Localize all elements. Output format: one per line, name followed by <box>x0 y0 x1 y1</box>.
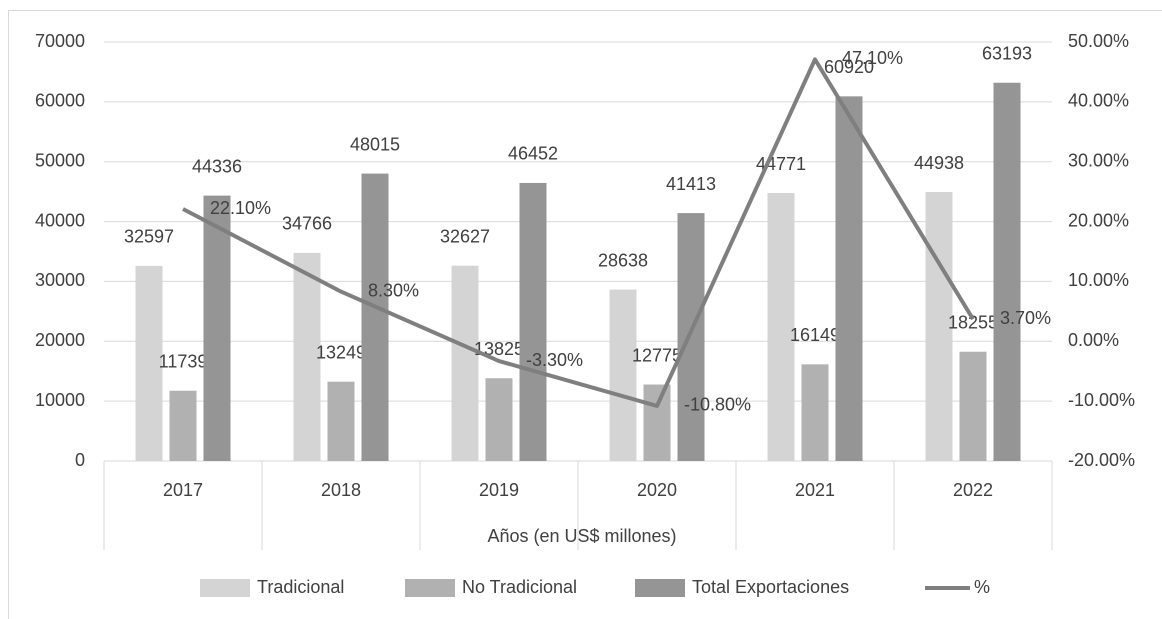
bar <box>293 252 321 461</box>
y2-tick-label: 0.00% <box>1068 330 1119 350</box>
line-data-label: 47.10% <box>842 48 903 68</box>
line-series <box>182 57 975 408</box>
bar <box>327 381 355 461</box>
data-label: 32627 <box>440 226 490 246</box>
bar <box>801 364 829 461</box>
data-label: 48015 <box>350 134 400 154</box>
x-axis-title: Años (en US$ millones) <box>487 526 676 546</box>
y-tick-label: 70000 <box>35 31 85 51</box>
data-label: 12775 <box>632 345 682 365</box>
legend-swatch <box>635 579 685 597</box>
line-data-label: -10.80% <box>684 395 751 415</box>
y-tick-label: 0 <box>75 450 85 470</box>
y2-tick-label: 40.00% <box>1068 91 1129 111</box>
y2-tick-label: -20.00% <box>1068 450 1135 470</box>
legend-label: % <box>974 577 990 597</box>
line-data-label: 8.30% <box>368 280 419 300</box>
data-label: 28638 <box>598 250 648 270</box>
data-label: 13249 <box>316 342 366 362</box>
bar <box>767 193 795 461</box>
x-tick-label: 2018 <box>321 480 361 500</box>
y-tick-label: 10000 <box>35 390 85 410</box>
legend-label: Tradicional <box>257 577 344 597</box>
data-label: 63193 <box>982 43 1032 63</box>
line-data-label: 22.10% <box>210 198 271 218</box>
chart-border <box>8 10 1162 619</box>
bar <box>485 378 513 461</box>
bar <box>677 213 705 461</box>
data-label: 46452 <box>508 144 558 164</box>
line-data-label: 3.70% <box>1000 308 1051 328</box>
x-tick-label: 2022 <box>953 480 993 500</box>
bar <box>451 265 479 461</box>
legend-swatch <box>200 579 250 597</box>
data-label: 41413 <box>666 174 716 194</box>
legend-swatch <box>405 579 455 597</box>
data-label: 11739 <box>159 351 208 371</box>
data-label: 13825 <box>474 339 524 359</box>
legend-label: Total Exportaciones <box>692 577 849 597</box>
line-data-label: -3.30% <box>526 350 583 370</box>
y-tick-label: 20000 <box>35 330 85 350</box>
bar <box>361 173 389 461</box>
y-tick-label: 50000 <box>35 150 85 170</box>
bar <box>519 182 547 461</box>
legend-label: No Tradicional <box>462 577 577 597</box>
data-label: 44336 <box>192 156 242 176</box>
y-tick-label: 30000 <box>35 270 85 290</box>
data-label: 34766 <box>282 214 332 234</box>
data-label: 16149 <box>790 325 840 345</box>
y-tick-label: 40000 <box>35 210 85 230</box>
bar <box>169 390 197 461</box>
bar <box>135 265 163 461</box>
bar <box>609 289 637 461</box>
y2-tick-label: 20.00% <box>1068 210 1129 230</box>
bar <box>925 192 953 461</box>
x-tick-label: 2020 <box>637 480 677 500</box>
bar <box>993 82 1021 462</box>
y2-tick-label: 10.00% <box>1068 270 1129 290</box>
bar <box>203 195 231 461</box>
bar <box>643 384 671 461</box>
x-tick-label: 2017 <box>163 480 203 500</box>
data-label: 18255 <box>948 312 998 332</box>
bar <box>959 351 987 461</box>
y2-tick-label: -10.00% <box>1068 390 1135 410</box>
x-tick-label: 2021 <box>795 480 835 500</box>
y2-tick-label: 50.00% <box>1068 31 1129 51</box>
y-tick-label: 60000 <box>35 91 85 111</box>
data-label: 60920 <box>824 57 874 77</box>
data-label: 32597 <box>124 227 174 247</box>
y2-tick-label: 30.00% <box>1068 150 1129 170</box>
data-label: 44938 <box>914 153 964 173</box>
bar <box>835 96 863 462</box>
x-tick-label: 2019 <box>479 480 519 500</box>
